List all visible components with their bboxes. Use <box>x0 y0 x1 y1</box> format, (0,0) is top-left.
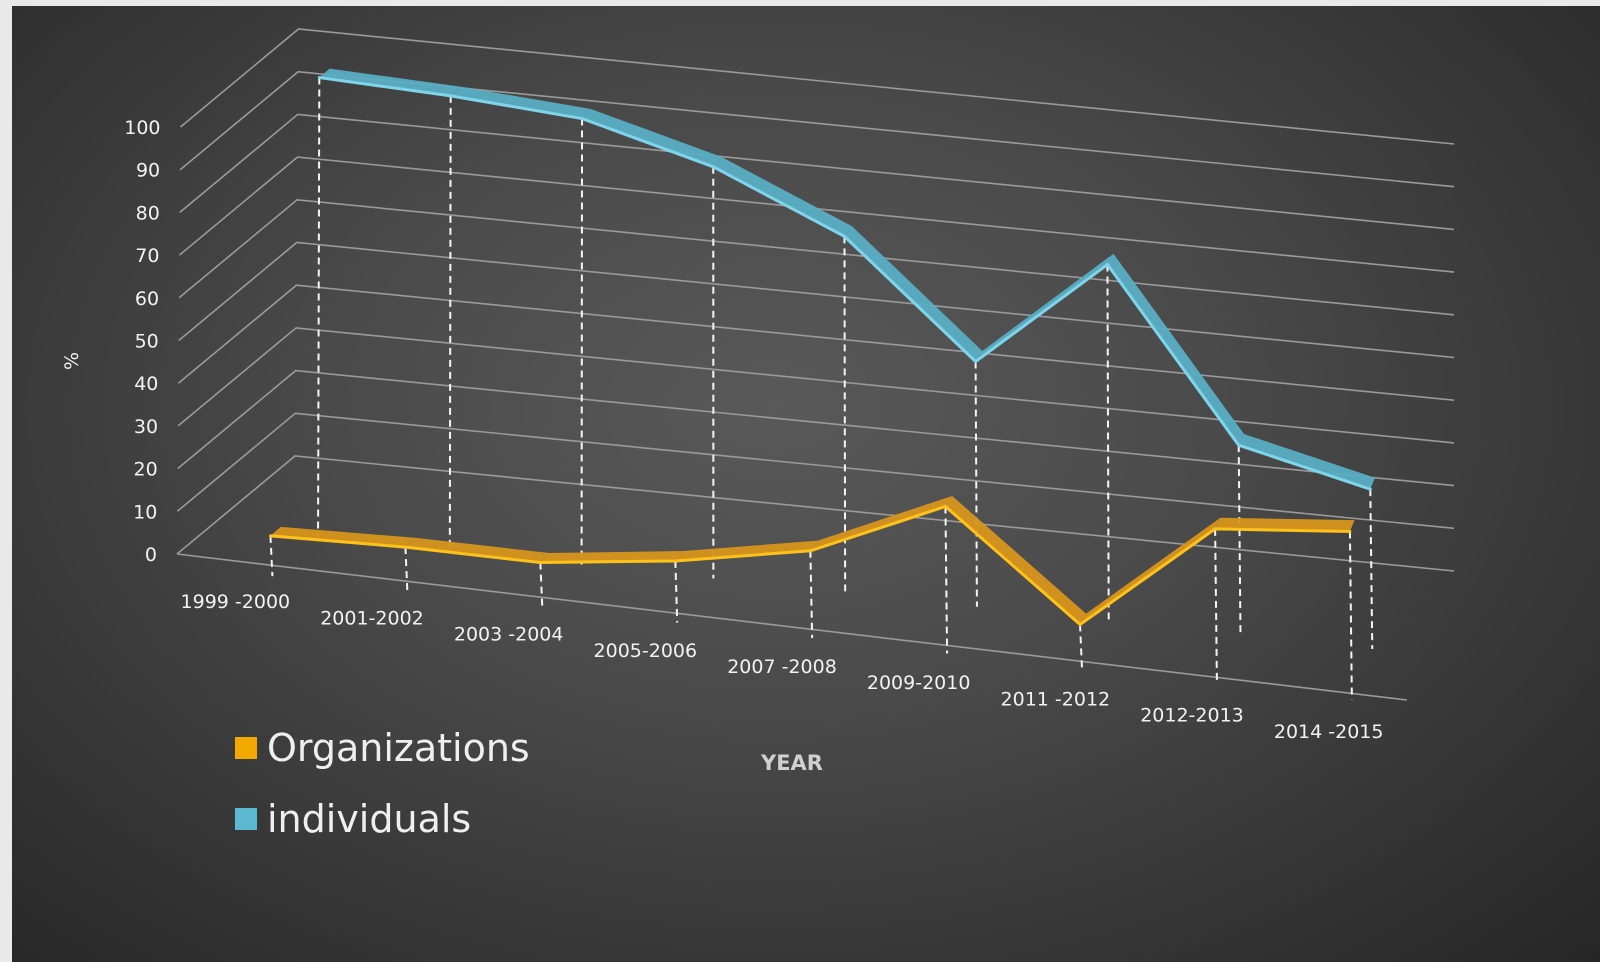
x-tick-label: 2005-2006 <box>594 640 698 662</box>
y-tick-labels: 0 10 20 30 40 50 60 70 80 90 100 <box>124 117 160 566</box>
dropline-organizations <box>674 560 679 623</box>
legend-label-individuals: individuals <box>267 797 471 841</box>
data-point-organizations <box>1213 527 1217 531</box>
dropline-organizations <box>539 562 544 608</box>
gridline-70 <box>178 156 1455 273</box>
gridline-90 <box>179 70 1455 188</box>
legend-item-individuals[interactable]: individuals <box>235 797 471 841</box>
legend-swatch-individuals <box>235 808 257 830</box>
legend-item-organizations[interactable]: Organizations <box>235 726 530 770</box>
dropline-individuals <box>317 77 321 537</box>
y-tick-label: 90 <box>136 160 160 182</box>
dropline-individuals <box>1369 489 1374 649</box>
data-point-individuals <box>974 359 978 363</box>
wall-edges <box>176 553 1408 701</box>
series-line-individuals <box>319 76 1371 491</box>
y-tick-label: 70 <box>135 245 159 267</box>
ribbon-segment-organizations <box>1080 517 1221 625</box>
dropline-individuals <box>974 361 978 607</box>
x-tick-label: 2011 -2012 <box>1001 688 1111 710</box>
gridline-30 <box>177 327 1455 444</box>
ribbon-segment-individuals <box>1107 253 1244 446</box>
data-point-organizations <box>808 549 812 553</box>
line-chart-3d: 0 10 20 30 40 50 60 70 80 90 100 1999 -2000 2001-20… <box>61 28 1455 841</box>
ribbon-segment-organizations <box>810 495 953 551</box>
x-tick-label: 2012-2013 <box>1140 705 1244 727</box>
dropline-individuals <box>448 95 452 551</box>
gridline-40 <box>177 284 1455 401</box>
dropline-organizations <box>1214 528 1218 685</box>
data-point-individuals <box>711 165 715 169</box>
droplines <box>269 77 1374 700</box>
x-axis-title: YEAR <box>760 751 823 775</box>
data-point-organizations <box>943 504 947 508</box>
series-ribbons <box>268 68 1375 627</box>
x-tick-labels: 1999 -2000 2001-2002 2003 -2004 2005-2006 20… <box>181 591 1384 743</box>
ribbon-segment-individuals <box>1238 434 1375 490</box>
y-tick-label: 60 <box>135 288 159 310</box>
data-point-individuals <box>1237 443 1241 447</box>
x-tick-label: 2009-2010 <box>867 672 971 694</box>
legend-label-organizations: Organizations <box>267 726 530 770</box>
ribbon-segment-organizations <box>945 495 1087 625</box>
gridline-0 <box>176 455 1455 572</box>
data-point-organizations <box>1078 622 1082 626</box>
data-point-organizations <box>1348 530 1352 534</box>
y-tick-label: 80 <box>136 202 160 224</box>
data-point-individuals <box>842 234 846 238</box>
y-tick-label: 30 <box>134 416 158 438</box>
dropline-individuals <box>1237 445 1242 635</box>
data-point-individuals <box>1105 263 1109 267</box>
dropline-individuals <box>1106 264 1110 621</box>
data-point-organizations <box>673 559 677 563</box>
ribbon-segment-individuals <box>713 156 852 237</box>
x-tick-label: 2001-2002 <box>320 607 424 629</box>
x-tick-label: 2003 -2004 <box>454 624 564 646</box>
dropline-organizations <box>404 547 409 592</box>
x-axis-line <box>176 553 1408 701</box>
y-tick-label: 0 <box>145 544 157 566</box>
data-point-individuals <box>1368 487 1372 491</box>
gridline-20 <box>177 369 1455 487</box>
data-point-individuals <box>449 94 453 98</box>
dropline-organizations <box>1079 624 1084 670</box>
data-point-individuals <box>317 76 321 80</box>
ribbon-segment-organizations <box>405 537 550 563</box>
y-axis-title: % <box>61 352 83 370</box>
gridline-10 <box>176 412 1455 530</box>
data-point-organizations <box>538 561 542 565</box>
dropline-organizations <box>269 535 274 577</box>
x-tick-label: 2014 -2015 <box>1274 721 1384 743</box>
y-tick-label: 20 <box>134 459 158 481</box>
dropline-organizations <box>809 550 814 639</box>
legend-swatch-organizations <box>235 737 257 759</box>
dropline-organizations <box>944 506 949 654</box>
y-tick-label: 100 <box>124 117 160 139</box>
legend: Organizations individuals <box>235 726 530 841</box>
ribbon-segment-organizations <box>270 526 415 548</box>
gridline-60 <box>178 198 1455 316</box>
ribbon-segment-individuals <box>450 86 591 119</box>
ribbon-segment-organizations <box>675 540 818 561</box>
gridlines <box>176 28 1455 572</box>
gridline-80 <box>179 113 1455 231</box>
gridline-100 <box>179 28 1455 145</box>
ribbon-segment-individuals <box>844 226 983 362</box>
data-point-individuals <box>580 117 584 121</box>
y-tick-label: 10 <box>133 501 157 523</box>
x-tick-label: 1999 -2000 <box>181 591 291 613</box>
ribbon-segment-individuals <box>319 68 461 96</box>
y-tick-label: 40 <box>134 373 158 395</box>
data-point-organizations <box>403 545 407 549</box>
ribbon-segment-organizations <box>540 551 684 563</box>
x-tick-label: 2007 -2008 <box>727 656 837 678</box>
data-point-organizations <box>268 534 272 538</box>
y-tick-label: 50 <box>135 331 159 353</box>
gridline-50 <box>178 241 1455 359</box>
chart-slide: 0 10 20 30 40 50 60 70 80 90 100 1999 -2000 2001-20… <box>12 6 1600 962</box>
dropline-organizations <box>1348 531 1353 700</box>
ribbon-segment-individuals <box>582 108 722 167</box>
